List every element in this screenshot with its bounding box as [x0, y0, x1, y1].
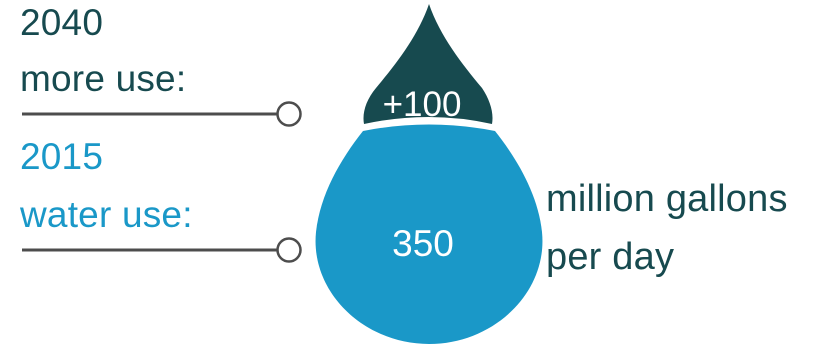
unit-label-line2: per day [546, 236, 675, 278]
unit-label-line1: million gallons [546, 178, 788, 220]
drop-segment-2015 [315, 124, 543, 344]
value-2015-use: 350 [392, 223, 454, 264]
label-water-use: water use: [20, 194, 193, 235]
drop-segment-2040 [363, 4, 493, 124]
label-2040-year: 2040 [20, 2, 104, 43]
connector-marker-2015 [276, 237, 302, 263]
connector-marker-2040 [276, 101, 302, 127]
label-2015-year: 2015 [20, 136, 104, 177]
label-more-use: more use: [20, 58, 187, 99]
value-2040-additional: +100 [383, 85, 462, 124]
